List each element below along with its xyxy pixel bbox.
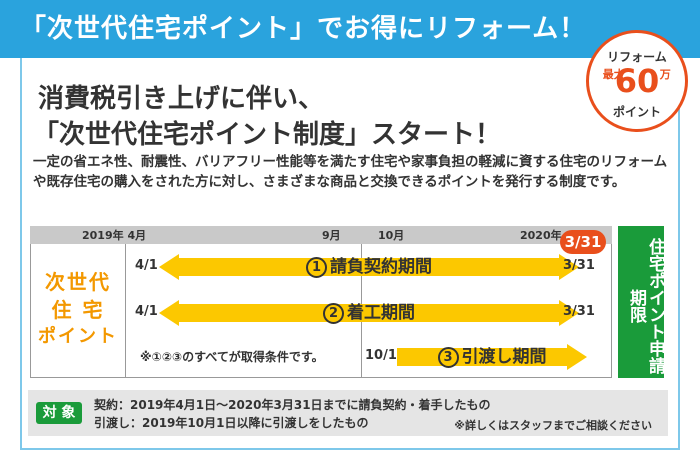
arrow-right-head (559, 254, 579, 280)
period-2-number: 2 (323, 302, 344, 324)
description-text: 一定の省エネ性、耐震性、バリアフリー性能等を満たす住宅や家事負担の軽減に資する住… (33, 154, 668, 190)
tick-october: 10月 (378, 229, 405, 242)
period-3-number: 3 (437, 346, 459, 368)
badge-amount-row: 最大60万 (589, 63, 685, 99)
period-3-name: 引渡し期間 (461, 347, 547, 367)
period-1-number: 1 (306, 256, 327, 278)
header-banner: 「次世代住宅ポイント」でお得にリフォーム！ (0, 0, 700, 58)
side-label-line-1: 次世代 (45, 270, 111, 294)
max-points-badge: リフォーム 最大60万 ポイント (586, 30, 688, 132)
application-deadline-tag: 住宅ポイント申請期限 (618, 226, 665, 378)
timeline-body: 次世代 住 宅 ポイント 4/1 1 請負契約期間 3/31 4/1 2 着工期間 … (30, 244, 612, 378)
period-2-end: 3/31 (563, 304, 595, 319)
badge-bottom-text: ポイント (612, 105, 661, 119)
tick-september: 9月 (322, 229, 341, 242)
badge-amount: 60 (614, 62, 660, 100)
banner-title: 「次世代住宅ポイント」でお得にリフォーム！ (20, 14, 587, 44)
badge-unit: 万 (659, 68, 671, 81)
target-delivery-line: 引渡し：2019年10月1日以降に引渡しをしたもの (94, 416, 369, 430)
period-3-arrow: 3 引渡し期間 (397, 344, 587, 370)
arrow-shaft (179, 304, 559, 322)
arrow-right-head (559, 300, 579, 326)
arrow-shaft (179, 258, 559, 276)
period-1-arrow: 1 請負契約期間 (159, 254, 579, 280)
arrow-left-head (159, 254, 179, 280)
target-box: 対 象 契約：2019年4月1日～2020年3月31日までに請負契約・着手したも… (28, 390, 668, 436)
period-3-label: 3 引渡し期間 (397, 344, 587, 370)
side-label-line-3: ポイント (38, 326, 118, 347)
headline-line-2: 「次世代住宅ポイント制度」スタート！ (33, 120, 502, 150)
badge-max-label: 最大 (602, 68, 625, 81)
deadline-badge: 3/31 (560, 230, 606, 254)
tick-start: 2019年 4月 (82, 229, 147, 242)
period-1-end: 3/31 (563, 258, 595, 273)
arrow-right-head (567, 344, 587, 370)
period-2-name: 着工期間 (347, 303, 415, 323)
period-2-label: 2 着工期間 (159, 300, 579, 326)
period-3-start: 10/1 (365, 348, 397, 363)
target-consult-note: ※詳しくはスタッフまでご相談ください (454, 419, 652, 432)
period-1-label: 1 請負契約期間 (159, 254, 579, 280)
badge-top-text: リフォーム (607, 50, 667, 64)
period-2-start: 4/1 (135, 304, 158, 319)
timeline-side-label: 次世代 住 宅 ポイント (31, 244, 126, 377)
application-deadline-text: 住宅ポイント申請期限 (626, 238, 665, 374)
period-1-start: 4/1 (135, 258, 158, 273)
side-label-line-2: 住 宅 (51, 298, 105, 322)
period-2-arrow: 2 着工期間 (159, 300, 579, 326)
condition-note: ※①②③のすべてが取得条件です。 (140, 350, 324, 364)
period-1-name: 請負契約期間 (330, 257, 432, 277)
arrow-left-head (159, 300, 179, 326)
headline-line-1: 消費税引き上げに伴い、 (38, 84, 325, 114)
target-pill: 対 象 (36, 402, 82, 424)
target-contract-line: 契約：2019年4月1日～2020年3月31日までに請負契約・着手したもの (94, 398, 491, 412)
timeline-header: 2019年 4月 9月 10月 2020年 3月 (30, 226, 612, 244)
